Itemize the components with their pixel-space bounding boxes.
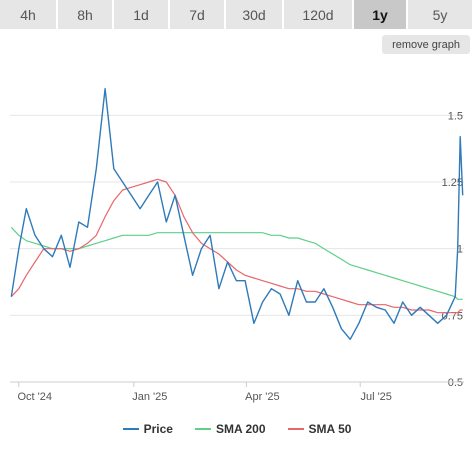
legend-swatch [287, 428, 304, 430]
remove-graph-button[interactable]: remove graph [382, 35, 470, 54]
legend-swatch [122, 428, 139, 430]
timeframe-tabs: 4h 8h 1d 7d 30d 120d 1y 5y [0, 0, 474, 29]
tab-4h[interactable]: 4h [0, 0, 58, 29]
y-tick-label: 1.25 [442, 177, 463, 189]
y-tick-label: 1 [457, 244, 463, 256]
tab-120d[interactable]: 120d [284, 0, 354, 29]
x-tick-label: Oct '24 [17, 391, 52, 403]
y-tick-label: 1.5 [448, 110, 463, 122]
tab-1y[interactable]: 1y [354, 0, 408, 29]
x-tick-label: Jan '25 [132, 391, 167, 403]
price-line [10, 88, 464, 340]
tab-5y[interactable]: 5y [408, 0, 474, 29]
legend-swatch [194, 428, 211, 430]
tab-8h[interactable]: 8h [58, 0, 114, 29]
chart-legend: Price SMA 200 SMA 50 [0, 418, 474, 440]
legend-item-price[interactable]: Price [122, 418, 173, 440]
y-tick-label: 0.5 [448, 377, 463, 389]
tab-7d[interactable]: 7d [170, 0, 226, 29]
tab-30d[interactable]: 30d [226, 0, 284, 29]
sma-200-line [10, 226, 463, 300]
sma-50-line [10, 178, 463, 314]
legend-label: Price [143, 422, 173, 436]
legend-label: SMA 50 [308, 422, 352, 436]
x-tick-label: Jul '25 [360, 391, 391, 403]
legend-item-sma-200[interactable]: SMA 200 [194, 418, 266, 440]
legend-label: SMA 200 [215, 422, 266, 436]
legend-item-sma-50[interactable]: SMA 50 [287, 418, 352, 440]
tab-1d[interactable]: 1d [114, 0, 170, 29]
x-tick-label: Apr '25 [245, 391, 280, 403]
